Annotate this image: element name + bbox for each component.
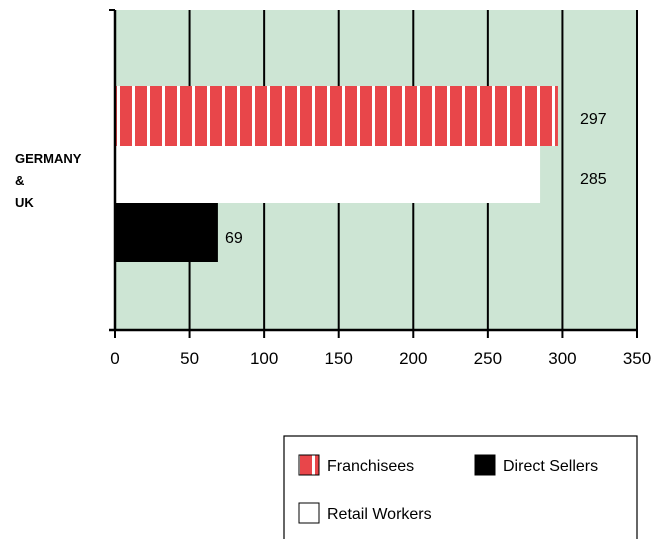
legend-label-franchisees: Franchisees xyxy=(327,458,414,475)
bar-franchisees xyxy=(115,86,558,146)
data-label: 297 xyxy=(580,111,607,128)
category-label: GERMANY & UK xyxy=(15,151,82,210)
bar-direct-sellers xyxy=(115,203,218,262)
x-tick-label: 0 xyxy=(110,349,119,368)
x-tick-label: 250 xyxy=(474,349,502,368)
legend-label-retail-workers: Retail Workers xyxy=(327,506,432,523)
legend-swatch-direct-sellers xyxy=(474,454,496,476)
data-label: 285 xyxy=(580,171,607,188)
category-label-line: GERMANY xyxy=(15,151,82,166)
x-tick-label: 300 xyxy=(548,349,576,368)
x-tick-label: 150 xyxy=(325,349,353,368)
x-tick-label: 350 xyxy=(623,349,651,368)
data-labels: 297 285 69 xyxy=(225,111,607,247)
bars xyxy=(115,86,558,262)
legend-swatch-franchisees xyxy=(298,454,320,476)
bar-retail-workers xyxy=(115,146,541,203)
x-tick-labels: 0 50 100 150 200 250 300 350 xyxy=(110,349,651,368)
legend-label-direct-sellers: Direct Sellers xyxy=(503,458,598,475)
category-label-line: UK xyxy=(15,195,34,210)
data-label: 69 xyxy=(225,230,243,247)
category-label-line: & xyxy=(15,173,24,188)
x-tick-label: 100 xyxy=(250,349,278,368)
x-tick-label: 50 xyxy=(180,349,199,368)
axes xyxy=(109,9,638,338)
legend-swatch-retail-workers xyxy=(298,502,320,524)
legend-box xyxy=(283,435,638,539)
legend: Franchisees Direct Sellers Retail Workers xyxy=(283,435,638,539)
x-tick-label: 200 xyxy=(399,349,427,368)
